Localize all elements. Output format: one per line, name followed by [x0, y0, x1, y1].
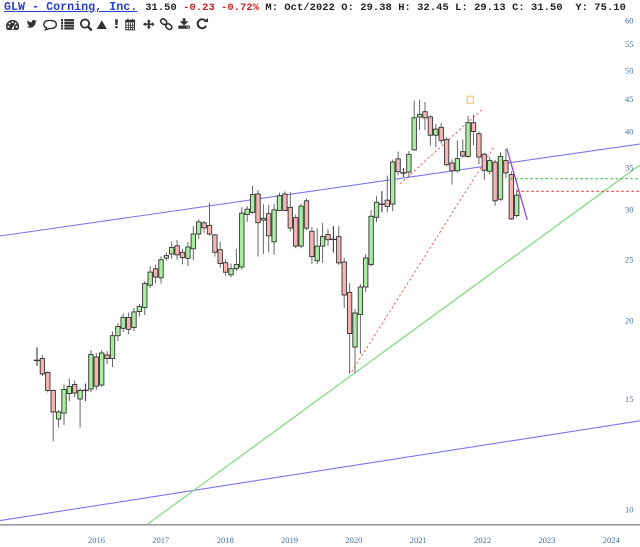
svg-text:55: 55: [625, 39, 634, 49]
svg-text:15: 15: [625, 394, 634, 404]
svg-text:30: 30: [625, 205, 634, 215]
svg-text:40: 40: [625, 126, 634, 136]
svg-text:2022: 2022: [474, 535, 491, 545]
svg-text:50: 50: [625, 65, 634, 75]
svg-text:60: 60: [625, 15, 634, 25]
svg-text:2023: 2023: [538, 535, 555, 545]
svg-text:2021: 2021: [410, 535, 427, 545]
svg-text:25: 25: [625, 254, 634, 264]
svg-text:20: 20: [625, 315, 634, 325]
svg-text:10: 10: [625, 505, 634, 515]
svg-text:35: 35: [625, 163, 634, 173]
svg-text:2024: 2024: [603, 535, 621, 545]
svg-text:2019: 2019: [281, 535, 298, 545]
svg-text:2020: 2020: [345, 535, 362, 545]
svg-text:45: 45: [625, 94, 634, 104]
svg-text:2018: 2018: [217, 535, 234, 545]
svg-text:2017: 2017: [152, 535, 169, 545]
svg-text:2016: 2016: [88, 535, 105, 545]
